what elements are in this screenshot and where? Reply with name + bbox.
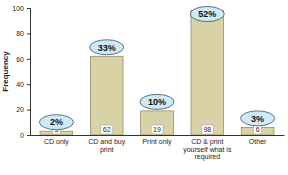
y-tick: 20: [16, 106, 30, 113]
y-axis-title: Frequency: [1, 51, 10, 92]
x-tick-label: CD & printyourself what isrequired: [183, 138, 232, 161]
annotation: 10%: [140, 94, 174, 109]
data-label-box: [254, 125, 262, 134]
x-tick-label-line: Other: [249, 138, 267, 145]
bar: [90, 56, 123, 135]
y-tick: 100: [12, 5, 30, 12]
x-tick: CD & printyourself what isrequired: [183, 135, 232, 161]
annotation: 52%: [190, 7, 224, 22]
y-tick-mark: [27, 110, 30, 111]
y-tick-mark: [27, 8, 30, 9]
data-label-text: 62: [103, 126, 111, 133]
y-tick-label: 20: [16, 106, 24, 113]
x-tick-label-line: Print only: [142, 138, 172, 146]
data-label-box: [101, 125, 113, 134]
y-tick: 0: [20, 132, 30, 139]
data-label-box: [151, 125, 163, 134]
y-tick-label: 0: [20, 132, 24, 139]
bar: [191, 11, 224, 135]
x-axis-line: [31, 135, 285, 136]
annotation-text: 3%: [251, 114, 264, 124]
y-tick-label: 60: [16, 56, 24, 63]
y-tick-mark: [27, 135, 30, 136]
x-tick-label: Other: [249, 138, 267, 145]
x-tick-label-line: CD only: [44, 138, 69, 146]
annotations: 2% 33% 10% 52% 3%: [39, 7, 274, 130]
x-tick: CD only: [44, 135, 69, 146]
data-label-text: 19: [153, 126, 161, 133]
bars: [40, 11, 274, 135]
x-tick: CD and buyprint: [88, 135, 125, 154]
annotation: 33%: [90, 40, 124, 55]
annotation: 3%: [241, 111, 275, 126]
x-tick-label: CD and buyprint: [88, 138, 125, 154]
data-label-box: [201, 125, 213, 134]
y-tick: 40: [16, 81, 30, 88]
annotation-text: 33%: [98, 43, 116, 53]
data-label: 62: [101, 125, 113, 134]
annotation: 2%: [39, 115, 73, 130]
y-tick-label: 100: [12, 5, 24, 12]
plot: 0 20 40 60 80 100 CD only CD and buyprint Print …: [12, 5, 284, 162]
x-tick-label: Print only: [142, 138, 172, 146]
y-tick-label: 80: [16, 30, 24, 37]
y-tick-mark: [27, 33, 30, 34]
y-tick-mark: [27, 84, 30, 85]
data-label-text: 6: [256, 126, 260, 133]
x-tick: Other: [249, 135, 267, 145]
data-label: 6: [254, 125, 262, 134]
annotation-bubble: [190, 7, 224, 22]
y-tick: 60: [16, 56, 30, 63]
x-tick-label: CD only: [44, 138, 69, 146]
x-axis: CD only CD and buyprint Print only CD & pri…: [31, 135, 285, 161]
x-tick: Print only: [142, 135, 172, 146]
annotation-bubble: [241, 111, 275, 126]
annotation-text: 52%: [198, 9, 216, 19]
chart: 0 20 40 60 80 100 CD only CD and buyprint Print …: [0, 0, 288, 175]
annotation-text: 10%: [148, 97, 166, 107]
y-axis-line: [27, 9, 31, 136]
data-label-text: 98: [203, 126, 211, 133]
y-tick-label: 40: [16, 81, 24, 88]
annotation-bubble: [90, 40, 124, 55]
bar: [141, 111, 174, 135]
annotation-text: 2%: [50, 117, 63, 127]
x-tick-label-line: required: [194, 153, 220, 161]
x-tick-label-line: print: [100, 146, 114, 154]
data-labels: 36219986: [52, 125, 261, 134]
y-axis: 0 20 40 60 80 100: [12, 5, 30, 139]
y-tick: 80: [16, 30, 30, 37]
data-label: 19: [151, 125, 163, 134]
annotation-bubble: [39, 115, 73, 130]
y-tick-mark: [27, 59, 30, 60]
data-label: 98: [201, 125, 213, 134]
annotation-bubble: [140, 94, 174, 109]
